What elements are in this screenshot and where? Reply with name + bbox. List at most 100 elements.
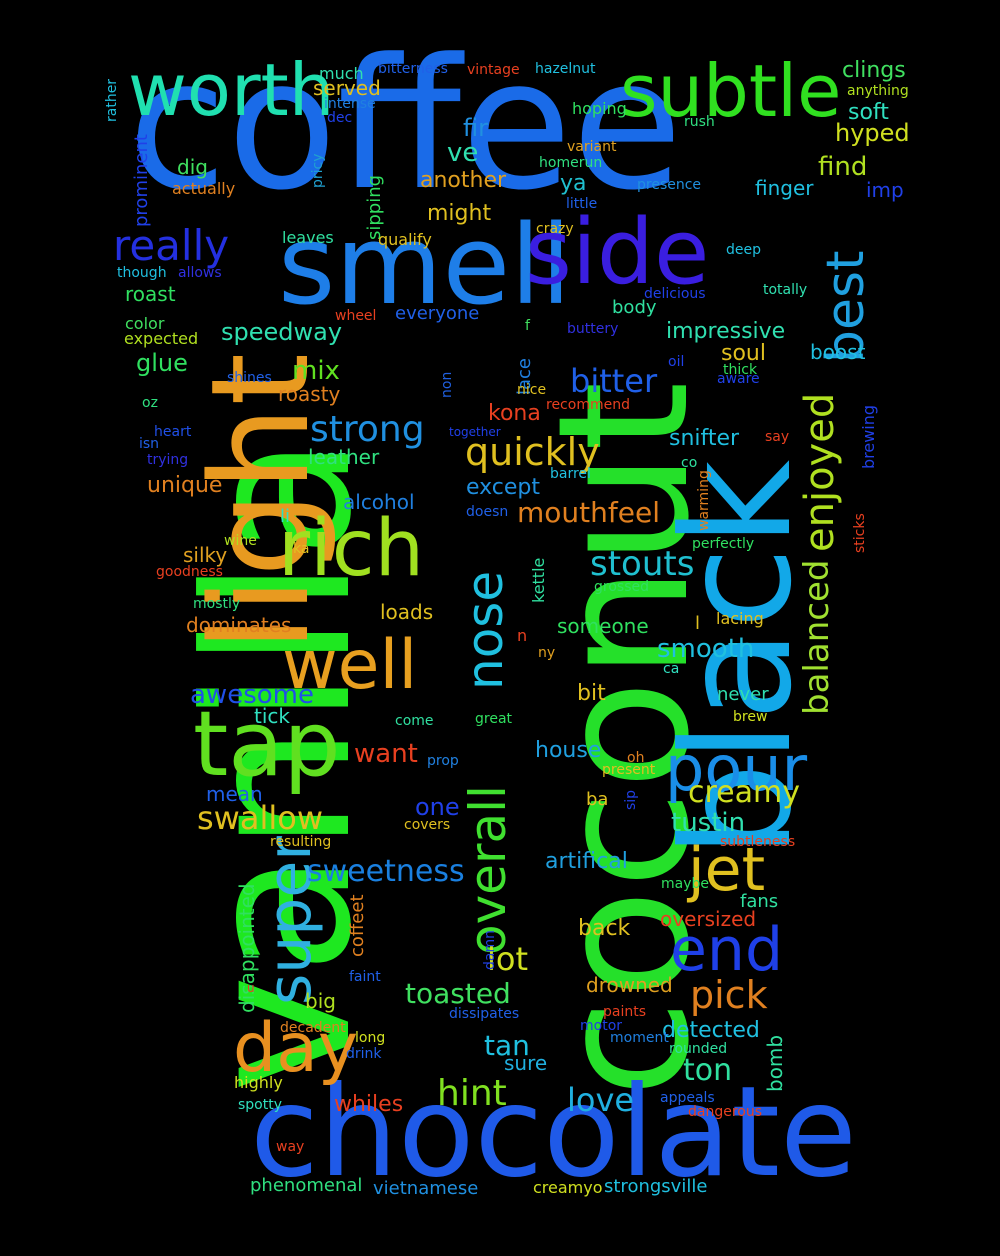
word-l: l [695, 613, 701, 634]
word-boost: boost [810, 340, 866, 364]
word-fans: fans [740, 891, 779, 912]
word-might: might [427, 201, 492, 226]
word-find: find [818, 152, 868, 182]
word-bit: bit [577, 681, 606, 706]
word-jet: jet [688, 835, 766, 905]
word-u: u [247, 981, 255, 995]
word-silky: silky [183, 543, 228, 567]
word-pricy: pricy [310, 153, 326, 188]
word-way: way [276, 1139, 305, 1155]
word-well: well [282, 626, 418, 705]
word-present: present [602, 762, 656, 778]
word-soul: soul [721, 341, 766, 366]
word-subtleness: subtleness [720, 834, 796, 850]
word-drink: drink [346, 1046, 382, 1062]
word-leaves: leaves [282, 228, 334, 247]
word-brew: brew [733, 709, 768, 725]
word-rounded: rounded [669, 1041, 728, 1057]
word-hint: hint [437, 1073, 507, 1114]
word-recommend: recommend [546, 397, 630, 413]
word-ve: ve [447, 138, 479, 168]
word-rush: rush [684, 114, 715, 130]
word-decadent: decadent [280, 1020, 346, 1036]
word-really: really [113, 221, 230, 270]
word-thick: thick [723, 362, 758, 378]
word-artifical: artifical [545, 849, 628, 874]
word-strongsville: strongsville [604, 1176, 708, 1197]
word-mostly: mostly [193, 596, 241, 612]
word-prop: prop [427, 753, 459, 769]
word-leather: leather [308, 445, 380, 469]
word-hyped: hyped [835, 119, 910, 147]
word-deep: deep [726, 242, 761, 258]
word-roasty: roasty [278, 382, 341, 406]
word-sweetness: sweetness [307, 854, 465, 889]
word-wheel: wheel [335, 308, 377, 324]
word-co: co [681, 455, 698, 471]
word-barrel: barrel [550, 466, 591, 482]
word-oh: oh [627, 750, 645, 766]
word-lacing: lacing [716, 609, 764, 628]
word-bomb: bomb [763, 1034, 787, 1092]
word-anything: anything [847, 83, 909, 99]
word-speedway: speedway [221, 318, 343, 346]
word-damn: damn [482, 930, 498, 970]
word-ya: ya [560, 171, 587, 196]
word-smell: smell [278, 201, 572, 329]
word-ca: ca [663, 661, 680, 677]
word-body: body [612, 297, 657, 318]
word-big: big [305, 989, 336, 1013]
word-imp: imp [866, 178, 904, 202]
word-variant: variant [567, 139, 617, 155]
word-another: another [420, 168, 507, 193]
word-never: never [717, 684, 769, 705]
word-oz: oz [142, 395, 158, 411]
word-chocolate: chocolate [250, 1060, 857, 1205]
word-non: non [439, 371, 455, 398]
word-loads: loads [380, 600, 434, 624]
word-trying: trying [147, 452, 189, 468]
word-end: end [670, 915, 784, 985]
word-kona: kona [488, 401, 541, 426]
word-faint: faint [349, 969, 381, 985]
word-everyone: everyone [395, 303, 480, 324]
word-doesn: doesn [466, 504, 509, 520]
word-finger: finger [755, 176, 814, 200]
word-worth: worth [128, 48, 335, 132]
word-isn: isn [139, 436, 160, 452]
word-day: day [233, 1009, 359, 1088]
word-soft: soft [848, 100, 889, 125]
word-vintage: vintage [467, 62, 520, 78]
word-bitter: bitter [570, 362, 658, 400]
word-stouts: stouts [590, 544, 695, 584]
word-someone: someone [557, 614, 649, 638]
word-aware: aware [717, 371, 760, 387]
word-served: served [313, 76, 381, 100]
word-say: say [765, 429, 790, 445]
word-long: long [355, 1030, 386, 1046]
word-mouthfeel: mouthfeel [517, 496, 660, 529]
word-fir: fir [463, 114, 488, 142]
word-covers: covers [404, 817, 451, 833]
word-come: come [395, 713, 434, 729]
word-f: f [525, 318, 530, 334]
word-phenomenal: phenomenal [250, 1175, 363, 1196]
word-clings: clings [842, 58, 906, 83]
word-nose: nose [456, 570, 514, 690]
word-pick: pick [690, 973, 768, 1017]
word-creamy: creamy [688, 775, 800, 810]
word-allows: allows [178, 265, 222, 281]
word-n: n [517, 626, 528, 645]
word-much: much [319, 64, 364, 83]
word-resulting: resulting [270, 834, 332, 850]
word-crazy: crazy [536, 221, 574, 237]
word-intense: intense [324, 96, 376, 112]
word-tap: tap [193, 692, 341, 797]
word-sure: sure [504, 1051, 548, 1075]
word-dec: dec [327, 110, 353, 126]
word-bitterness: bitterness [378, 61, 448, 77]
word-ba: ba [586, 789, 609, 810]
word-heart: heart [154, 424, 192, 440]
word-together: together [449, 425, 501, 439]
word-roast: roast [125, 282, 176, 306]
